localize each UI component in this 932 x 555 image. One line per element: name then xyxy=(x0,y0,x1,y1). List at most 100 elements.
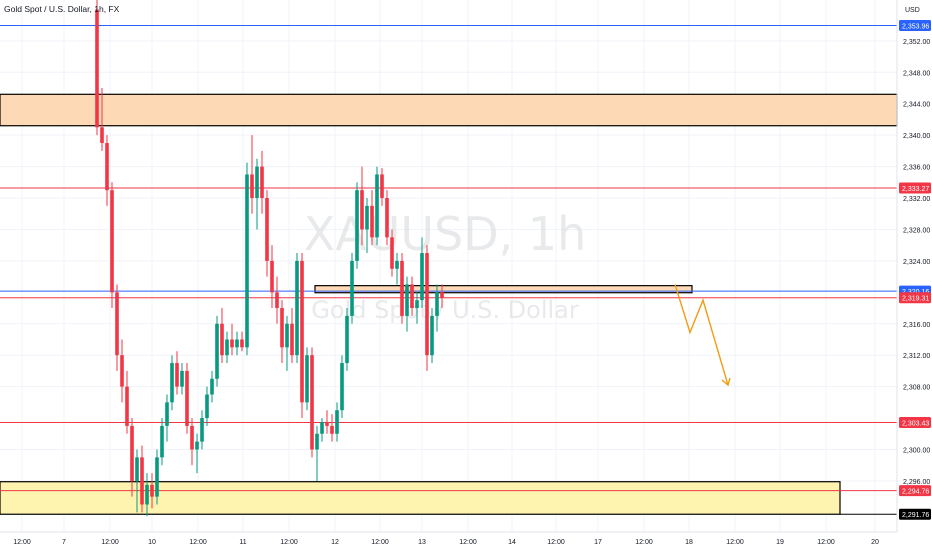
candle-body xyxy=(260,166,264,199)
time-axis[interactable]: 12:00 7 12:00 10 12:00 11 12:00 12 12:00 13 12:00 1… xyxy=(0,531,897,546)
price-level-badge xyxy=(899,182,931,194)
candle-body xyxy=(395,260,399,269)
candle-body xyxy=(135,457,139,481)
candle-body xyxy=(410,284,414,309)
supply-zone xyxy=(0,93,898,127)
candle-body xyxy=(330,425,334,434)
retest-zone xyxy=(314,285,693,294)
price-tick-label: 2,296.00 xyxy=(903,479,930,486)
time-tick-label: 20 xyxy=(871,539,879,546)
candle-body xyxy=(180,370,184,387)
time-tick-label: 12:00 xyxy=(635,539,653,546)
candle-body xyxy=(100,127,104,144)
price-tick-label: 2,348.00 xyxy=(903,70,930,77)
candle-body xyxy=(295,260,299,356)
candle-body xyxy=(140,457,144,505)
candle-body xyxy=(350,260,354,316)
price-tick-label: 2,332.00 xyxy=(903,196,930,203)
candle-body xyxy=(155,457,159,497)
demand-zone xyxy=(0,481,841,515)
price-level-badge xyxy=(899,19,931,31)
horizontal-lines-layer xyxy=(0,24,897,515)
watermark: XAUUSD, 1h Gold Spot / U.S. Dollar xyxy=(304,207,587,324)
price-tick-label: 2,316.00 xyxy=(903,322,930,329)
time-tick-label: 12:00 xyxy=(371,539,389,546)
candle-body xyxy=(200,418,204,442)
candle-body xyxy=(390,237,394,269)
candle-body xyxy=(165,402,169,426)
price-tick-label: 2,300.00 xyxy=(903,447,930,454)
currency-label: USD xyxy=(905,7,920,14)
time-tick-label: 7 xyxy=(62,539,66,546)
price-level-badge xyxy=(899,292,931,304)
candle-body xyxy=(335,410,339,434)
time-tick-label: 12:00 xyxy=(459,539,477,546)
candle-body xyxy=(105,143,109,191)
price-level-badge xyxy=(899,417,931,429)
time-tick-label: 10 xyxy=(148,539,156,546)
price-level-badge xyxy=(899,508,931,520)
candle-body xyxy=(265,198,269,261)
time-tick-label: 12:00 xyxy=(817,539,835,546)
price-tick-label: 2,344.00 xyxy=(903,102,930,109)
time-tick-label: 19 xyxy=(776,539,784,546)
candle-body xyxy=(365,205,369,230)
candle-body xyxy=(300,260,304,403)
candle-body xyxy=(325,421,329,426)
time-tick-label: 12:00 xyxy=(189,539,207,546)
candle-body xyxy=(405,284,409,316)
candle-body xyxy=(305,355,309,403)
candle-body xyxy=(205,394,209,419)
candle-body xyxy=(280,308,284,348)
zones-layer xyxy=(0,93,898,515)
candle-body xyxy=(115,292,119,356)
candle-body xyxy=(120,355,124,387)
time-tick-label: 12:00 xyxy=(547,539,565,546)
price-tick-label: 2,312.00 xyxy=(903,353,930,360)
projection-arrow-head xyxy=(721,377,731,387)
candle-body xyxy=(315,433,319,450)
projection-path xyxy=(674,284,729,386)
candle-body xyxy=(130,425,134,481)
watermark-symbol: XAUUSD, 1h xyxy=(304,207,587,261)
candle-body xyxy=(400,260,404,316)
watermark-description: Gold Spot / U.S. Dollar xyxy=(311,296,579,324)
candle-body xyxy=(340,363,344,411)
price-tick-label: 2,340.00 xyxy=(903,133,930,140)
candle-body xyxy=(170,363,174,403)
candle-body xyxy=(355,190,359,261)
candle-body xyxy=(415,300,419,309)
price-level-label: 2,294.76 xyxy=(902,489,929,496)
candle-body xyxy=(375,174,379,238)
price-level-badge xyxy=(899,485,931,497)
candle-body xyxy=(380,174,384,199)
candle-body xyxy=(285,323,289,348)
time-tick-label: 12:00 xyxy=(280,539,298,546)
price-tick-label: 2,352.00 xyxy=(903,39,930,46)
candle-body xyxy=(190,425,194,450)
price-level-label: 2,333.27 xyxy=(902,186,929,193)
candle-body xyxy=(240,339,244,348)
price-tick-label: 2,336.00 xyxy=(903,165,930,172)
candle-body xyxy=(425,253,429,356)
time-tick-label: 14 xyxy=(508,539,516,546)
candle-body xyxy=(370,205,374,238)
candle-body xyxy=(235,339,239,348)
chart-title: Gold Spot / U.S. Dollar, 1h, FX xyxy=(4,4,120,14)
candle-body xyxy=(435,292,439,316)
price-axis[interactable]: 2,352.00 2,348.00 2,344.00 2,340.00 2,336.00… xyxy=(896,0,931,532)
projection-layer xyxy=(674,284,731,387)
candle-body xyxy=(150,484,154,497)
price-tick-label: 2,328.00 xyxy=(903,227,930,234)
candle-body xyxy=(160,425,164,458)
candle-body xyxy=(225,339,229,356)
candle-body xyxy=(440,292,444,298)
time-tick-label: 13 xyxy=(418,539,426,546)
candle-body xyxy=(185,370,189,426)
candle-body xyxy=(95,9,99,128)
candle-body xyxy=(210,378,214,395)
candle-body xyxy=(255,166,259,199)
